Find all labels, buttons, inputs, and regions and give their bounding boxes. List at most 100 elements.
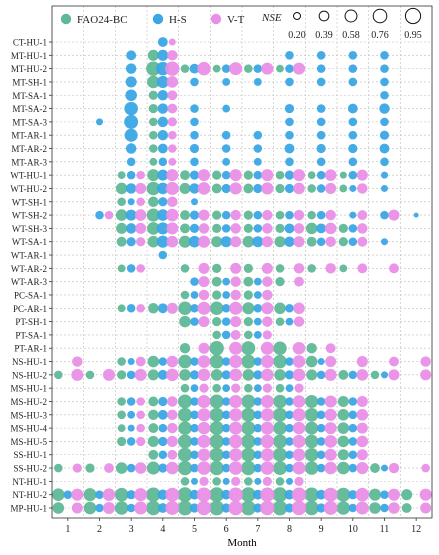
y-tick-label: WT-AR-1	[11, 251, 47, 261]
bubble-h-s	[316, 210, 326, 220]
bubble-h-s	[285, 304, 294, 313]
bubble-v-t	[198, 223, 210, 234]
bubble-h-s	[348, 397, 358, 406]
bubble-h-s	[126, 264, 136, 273]
bubble-h-s	[221, 397, 231, 406]
size-legend-circle	[318, 10, 330, 22]
bubble-v-t	[228, 487, 243, 502]
bubble-h-s	[380, 117, 389, 127]
bubble-h-s	[285, 357, 294, 366]
bubble-v-t	[388, 209, 400, 221]
bubble-fao24-bc	[178, 354, 192, 369]
bubble-v-t	[102, 488, 116, 501]
bubble-v-t	[167, 396, 178, 407]
bubble-h-s	[157, 169, 169, 181]
bubble-v-t	[135, 182, 147, 194]
bubble-fao24-bc	[52, 502, 65, 514]
bubble-fao24-bc	[52, 488, 65, 501]
bubble-v-t	[388, 369, 400, 381]
y-tick-label: MT-HU-1	[11, 51, 47, 61]
legend-swatch	[152, 13, 164, 25]
bubble-fao24-bc	[146, 61, 161, 76]
bubble-fao24-bc	[180, 170, 190, 181]
bubble-fao24-bc	[180, 223, 190, 234]
bubble-v-t	[324, 435, 337, 448]
bubble-fao24-bc	[339, 171, 347, 179]
bubble-fao24-bc	[305, 421, 319, 435]
bubble-v-t	[166, 368, 179, 382]
bubble-v-t	[357, 210, 368, 221]
bubble-v-t	[357, 223, 368, 234]
bubble-fao24-bc	[117, 410, 126, 420]
bubble-v-t	[71, 502, 83, 514]
bubble-h-s	[127, 424, 135, 432]
bubble-fao24-bc	[275, 317, 285, 326]
bubble-v-t	[292, 341, 306, 355]
y-tick-label: WT-SH-3	[12, 224, 48, 234]
bubble-h-s	[158, 197, 168, 207]
bubble-v-t	[231, 383, 241, 393]
bubble-v-t	[293, 316, 305, 327]
bubble-h-s	[316, 370, 326, 380]
bubble-fao24-bc	[148, 423, 159, 434]
bubble-v-t	[262, 223, 273, 234]
bubble-v-t	[229, 182, 242, 195]
bubble-fao24-bc	[115, 462, 128, 474]
bubble-v-t	[229, 408, 243, 422]
bubble-v-t	[260, 461, 275, 475]
bubble-fao24-bc	[273, 461, 287, 476]
bubble-h-s	[126, 170, 136, 180]
bubble-v-t	[260, 487, 275, 502]
bubble-v-t	[292, 169, 306, 182]
bubble-v-t	[136, 397, 145, 406]
bubble-h-s	[95, 490, 104, 499]
bubble-fao24-bc	[117, 424, 126, 433]
bubble-v-t	[260, 421, 274, 435]
bubble-h-s	[221, 144, 231, 153]
bubble-v-t	[292, 448, 306, 462]
bubble-h-s	[190, 317, 199, 326]
bubble-v-t	[198, 316, 210, 328]
x-tick-label: 10	[348, 524, 358, 535]
bubble-h-s	[381, 171, 388, 179]
bubble-h-s	[252, 489, 263, 500]
bubble-h-s	[124, 101, 138, 116]
bubble-fao24-bc	[305, 222, 318, 235]
bubble-v-t	[166, 302, 178, 314]
bubble-h-s	[157, 489, 169, 500]
bubble-fao24-bc	[180, 210, 190, 221]
size-legend-label: 0.39	[315, 30, 333, 41]
bubble-h-s	[126, 50, 137, 61]
bubble-v-t	[134, 488, 148, 502]
bubble-fao24-bc	[336, 487, 351, 502]
bubble-h-s	[253, 144, 263, 153]
bubble-h-s	[253, 331, 262, 339]
bubble-fao24-bc	[241, 421, 256, 436]
bubble-v-t	[388, 462, 400, 474]
bubble-fao24-bc	[242, 235, 255, 248]
bubble-v-t	[262, 276, 273, 287]
y-tick-label: NS-HU-1	[12, 357, 47, 367]
bubble-h-s	[190, 463, 199, 473]
size-legend-title: NSE	[261, 12, 282, 24]
bubble-v-t	[168, 130, 177, 140]
bubble-v-t	[166, 76, 179, 88]
y-tick-label: MS-HU-5	[10, 437, 47, 447]
y-tick-label: MP-HU-1	[10, 504, 47, 514]
bubble-v-t	[324, 395, 337, 408]
y-tick-label: CT-HU-1	[13, 38, 47, 48]
bubble-h-s	[348, 64, 358, 73]
bubble-h-s	[158, 436, 168, 447]
bubble-v-t	[197, 461, 211, 475]
x-tick-label: 8	[287, 524, 292, 535]
bubble-h-s	[253, 437, 263, 446]
bubble-v-t	[167, 103, 178, 114]
bubble-fao24-bc	[54, 370, 63, 380]
bubble-h-s	[221, 437, 231, 446]
bubble-h-s	[284, 236, 295, 247]
bubble-v-t	[168, 157, 177, 166]
bubble-h-s	[158, 463, 168, 473]
bubble-fao24-bc	[337, 395, 349, 408]
bubble-fao24-bc	[401, 503, 412, 513]
bubble-v-t	[166, 235, 179, 248]
